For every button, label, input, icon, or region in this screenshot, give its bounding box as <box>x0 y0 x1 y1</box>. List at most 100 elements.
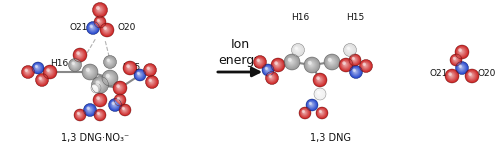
Circle shape <box>77 112 80 115</box>
Circle shape <box>104 27 110 33</box>
Circle shape <box>458 49 464 55</box>
Circle shape <box>448 72 452 76</box>
Circle shape <box>458 48 466 56</box>
Circle shape <box>96 82 102 87</box>
Circle shape <box>360 60 372 71</box>
Circle shape <box>306 59 317 70</box>
Circle shape <box>44 66 56 78</box>
Circle shape <box>98 8 101 11</box>
Circle shape <box>292 44 304 57</box>
Circle shape <box>98 20 102 24</box>
Circle shape <box>90 25 95 30</box>
Circle shape <box>106 58 114 66</box>
Circle shape <box>353 58 355 60</box>
Circle shape <box>147 77 156 87</box>
Circle shape <box>108 60 111 63</box>
Circle shape <box>121 106 128 113</box>
Circle shape <box>112 102 115 105</box>
Circle shape <box>120 106 128 114</box>
Circle shape <box>96 111 104 119</box>
Circle shape <box>452 56 459 63</box>
Circle shape <box>34 64 42 72</box>
Circle shape <box>303 111 306 114</box>
Circle shape <box>114 82 126 94</box>
Circle shape <box>310 103 314 107</box>
Circle shape <box>86 68 90 72</box>
Circle shape <box>113 103 116 106</box>
Circle shape <box>37 75 46 85</box>
Circle shape <box>301 109 308 116</box>
Circle shape <box>258 61 260 62</box>
Circle shape <box>317 91 320 94</box>
Circle shape <box>134 69 145 80</box>
Circle shape <box>97 97 102 102</box>
Circle shape <box>310 63 312 66</box>
Circle shape <box>305 58 318 72</box>
Circle shape <box>124 63 135 73</box>
Circle shape <box>105 28 108 31</box>
Circle shape <box>274 62 280 68</box>
Text: H16: H16 <box>291 13 309 22</box>
Circle shape <box>123 108 126 111</box>
Circle shape <box>318 79 320 80</box>
Circle shape <box>450 74 452 77</box>
Circle shape <box>98 21 100 22</box>
Circle shape <box>256 59 262 64</box>
Circle shape <box>468 73 474 79</box>
Circle shape <box>36 66 38 69</box>
Circle shape <box>350 54 360 65</box>
Circle shape <box>294 46 302 53</box>
Circle shape <box>340 59 351 71</box>
Circle shape <box>88 71 90 72</box>
Circle shape <box>302 110 305 113</box>
Text: H16: H16 <box>50 58 68 67</box>
Circle shape <box>318 109 325 116</box>
Circle shape <box>449 73 454 78</box>
Circle shape <box>92 2 108 18</box>
Circle shape <box>452 57 458 63</box>
Circle shape <box>288 58 292 62</box>
Circle shape <box>452 56 460 64</box>
Circle shape <box>308 102 314 108</box>
Circle shape <box>324 54 340 70</box>
Circle shape <box>76 51 83 58</box>
Circle shape <box>97 82 101 86</box>
Circle shape <box>302 110 307 115</box>
Circle shape <box>344 64 346 65</box>
Circle shape <box>353 58 356 61</box>
Circle shape <box>47 69 52 74</box>
Circle shape <box>128 66 130 69</box>
Circle shape <box>68 58 82 71</box>
Circle shape <box>340 59 352 71</box>
Circle shape <box>84 104 96 117</box>
Circle shape <box>32 62 44 73</box>
Circle shape <box>76 52 82 58</box>
Circle shape <box>24 69 28 72</box>
Circle shape <box>92 84 100 92</box>
Circle shape <box>98 113 102 117</box>
Circle shape <box>96 96 103 103</box>
Circle shape <box>106 58 114 66</box>
Circle shape <box>266 71 278 84</box>
Circle shape <box>96 7 102 13</box>
Circle shape <box>342 61 349 68</box>
Circle shape <box>270 76 272 79</box>
Circle shape <box>254 56 266 67</box>
Circle shape <box>329 59 333 63</box>
Circle shape <box>327 57 336 66</box>
Circle shape <box>256 58 264 66</box>
Circle shape <box>306 100 318 111</box>
Circle shape <box>264 66 271 73</box>
Circle shape <box>110 100 119 109</box>
Circle shape <box>78 53 81 56</box>
Text: H15: H15 <box>122 62 140 71</box>
Circle shape <box>104 28 108 31</box>
Circle shape <box>454 58 456 60</box>
Circle shape <box>318 110 324 116</box>
Circle shape <box>326 56 338 68</box>
Circle shape <box>94 86 98 90</box>
Circle shape <box>459 65 464 70</box>
Circle shape <box>104 72 115 83</box>
Circle shape <box>74 109 86 120</box>
Circle shape <box>84 66 96 78</box>
